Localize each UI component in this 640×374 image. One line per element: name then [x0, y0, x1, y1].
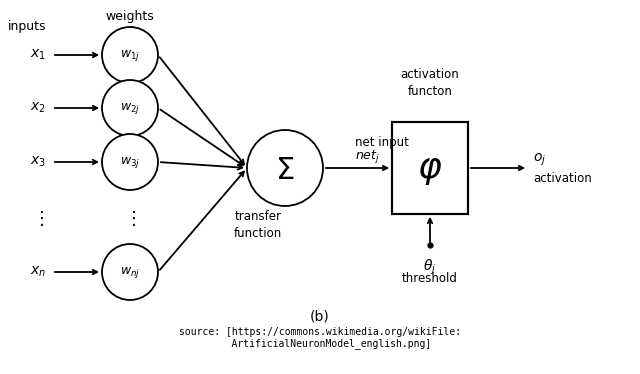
- Text: $x_2$: $x_2$: [30, 101, 46, 115]
- Text: activation: activation: [533, 172, 592, 184]
- Text: $x_1$: $x_1$: [30, 48, 46, 62]
- Circle shape: [102, 134, 158, 190]
- Text: $\vdots$: $\vdots$: [124, 208, 136, 227]
- Bar: [392, 122, 468, 214]
- Text: $\varphi$: $\varphi$: [417, 153, 443, 187]
- Text: $w_{3j}$: $w_{3j}$: [120, 154, 140, 169]
- Circle shape: [102, 244, 158, 300]
- Text: net input: net input: [355, 135, 409, 148]
- Text: $net_j$: $net_j$: [355, 147, 380, 165]
- Text: $w_{2j}$: $w_{2j}$: [120, 101, 140, 116]
- Text: source: [https://commons.wikimedia.org/wikiFile:
    ArtificialNeuronModel_engli: source: [https://commons.wikimedia.org/w…: [179, 327, 461, 349]
- Text: $\Sigma$: $\Sigma$: [275, 156, 294, 184]
- Text: activation
functon: activation functon: [401, 68, 460, 98]
- Text: $\theta_j$: $\theta_j$: [424, 258, 436, 277]
- Text: $\vdots$: $\vdots$: [32, 208, 44, 227]
- Text: $o_j$: $o_j$: [533, 152, 546, 168]
- Text: transfer
function: transfer function: [234, 210, 282, 240]
- Text: $x_3$: $x_3$: [30, 155, 46, 169]
- Circle shape: [102, 80, 158, 136]
- Text: weights: weights: [106, 10, 154, 23]
- Text: threshold: threshold: [402, 272, 458, 285]
- Text: (b): (b): [310, 309, 330, 323]
- Text: inputs: inputs: [8, 20, 47, 33]
- Circle shape: [102, 27, 158, 83]
- Circle shape: [247, 130, 323, 206]
- Text: $w_{1j}$: $w_{1j}$: [120, 47, 140, 62]
- Text: $x_n$: $x_n$: [30, 265, 46, 279]
- Text: $w_{nj}$: $w_{nj}$: [120, 264, 140, 279]
